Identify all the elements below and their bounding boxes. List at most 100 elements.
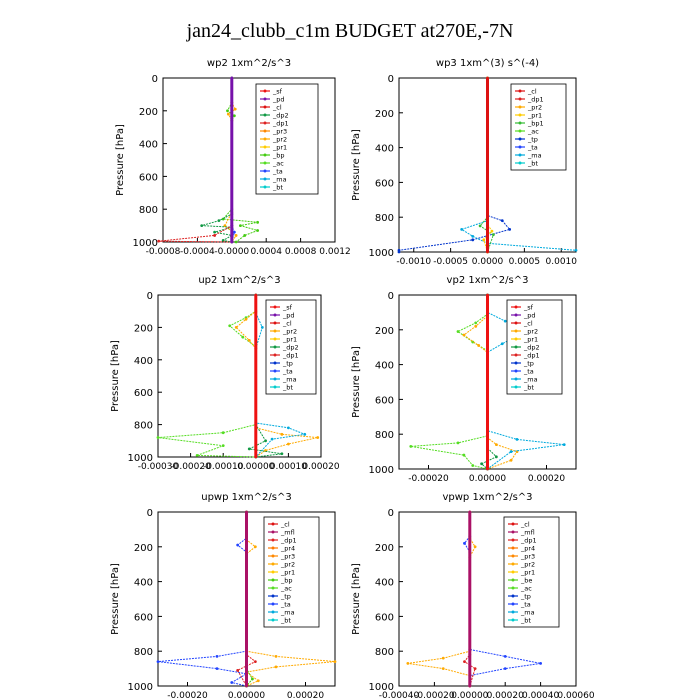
- series-point: [473, 667, 477, 670]
- legend-entry: _tp: [520, 593, 531, 601]
- legend-marker: [518, 153, 522, 157]
- x-tick-label: -0.0010: [396, 257, 431, 267]
- legend-entry: _dp1: [527, 96, 544, 104]
- series-point: [406, 661, 410, 665]
- series-line: [463, 295, 518, 470]
- legend-entry: _pr4: [280, 545, 295, 553]
- series-point: [490, 229, 494, 233]
- legend-entry: _ta: [272, 168, 283, 176]
- x-tick-label: 0.00040: [522, 691, 559, 700]
- legend-marker: [263, 129, 267, 133]
- series-point: [221, 238, 225, 242]
- legend-marker: [518, 129, 522, 133]
- y-tick-label: 600: [375, 395, 394, 406]
- series-point: [195, 453, 199, 457]
- series-point: [397, 250, 401, 254]
- y-tick-label: 600: [134, 388, 153, 399]
- legend-entry: _ma: [523, 376, 538, 384]
- series-point: [303, 432, 307, 436]
- series-point: [462, 453, 466, 457]
- y-tick-label: 0: [388, 291, 394, 302]
- series-line: [463, 512, 541, 686]
- x-tick-label: -0.00020: [167, 691, 208, 700]
- x-tick-label: -0.0005: [433, 257, 468, 267]
- legend-entry: _ta: [282, 368, 293, 376]
- series-point: [223, 224, 227, 228]
- series-point: [251, 677, 254, 681]
- y-axis-label: Pressure [hPa]: [115, 124, 126, 196]
- series-point: [539, 661, 542, 665]
- legend-entry: _pr2: [282, 328, 297, 336]
- chart-title: up2 1xm^2/s^3: [198, 275, 280, 286]
- legend-entry: _pr3: [272, 128, 287, 136]
- series-point: [480, 462, 483, 466]
- legend-marker: [263, 113, 267, 117]
- legend-marker: [271, 554, 275, 558]
- plot-frame: [157, 294, 322, 458]
- series-point: [244, 317, 248, 321]
- series-point: [441, 667, 445, 670]
- series-point: [236, 668, 240, 672]
- series-point: [287, 442, 290, 446]
- x-tick-label: 0.0000: [472, 257, 504, 267]
- legend-marker: [514, 337, 518, 341]
- legend-marker: [263, 177, 267, 181]
- y-tick-label: 600: [375, 178, 394, 189]
- y-tick-label: 0: [147, 508, 153, 519]
- y-tick-label: 800: [375, 647, 394, 658]
- y-tick-label: 800: [375, 430, 394, 441]
- y-tick-label: 1000: [369, 465, 394, 476]
- legend-marker: [514, 361, 518, 365]
- legend-marker: [273, 321, 277, 325]
- series-point: [478, 224, 482, 228]
- legend-marker: [263, 185, 267, 189]
- legend-entry: _ma: [282, 376, 297, 384]
- legend-marker: [273, 337, 277, 341]
- legend-entry: _cl: [272, 104, 282, 112]
- y-tick-label: 200: [134, 323, 153, 334]
- y-tick-label: 1000: [369, 682, 394, 693]
- series-point: [260, 326, 264, 329]
- series-point: [241, 335, 245, 339]
- legend-entry: _ma: [520, 609, 535, 617]
- chart-panel: wp2 1xm^2/s^3 Pressure [hPa] 0 200 400 600 800…: [115, 58, 351, 257]
- legend-entry: _bp1: [527, 120, 544, 128]
- legend-marker: [271, 570, 275, 574]
- legend-entry: _bt: [272, 184, 283, 192]
- series-point: [228, 324, 232, 328]
- x-tick-label: 0.00020: [487, 691, 524, 700]
- series-point: [215, 655, 219, 658]
- series-point: [247, 447, 251, 451]
- legend-marker: [271, 594, 275, 598]
- legend-marker: [273, 305, 277, 309]
- x-tick-label: 0.00000: [237, 462, 274, 472]
- y-axis-label: Pressure [hPa]: [110, 340, 121, 412]
- legend-entry: _pr1: [272, 144, 287, 152]
- chart-panel: up2 1xm^2/s^3 Pressure [hPa] 0 200 400 600 800…: [110, 275, 340, 472]
- series-point: [477, 344, 481, 347]
- legend-entry: _ac: [527, 128, 539, 136]
- series-point: [156, 436, 160, 439]
- legend-entry: _ac: [280, 585, 292, 593]
- series-point: [462, 333, 466, 337]
- legend-marker: [511, 562, 515, 566]
- series-point: [280, 432, 284, 436]
- y-axis-label: Pressure [hPa]: [351, 129, 362, 201]
- legend-marker: [511, 522, 515, 526]
- series-point: [492, 233, 495, 237]
- y-tick-label: 1000: [128, 682, 153, 693]
- legend-entry: _pd: [282, 312, 295, 320]
- legend-entry: _tp: [282, 360, 293, 368]
- y-tick-label: 800: [139, 205, 158, 216]
- series-point: [217, 219, 221, 223]
- legend-marker: [273, 345, 277, 349]
- x-tick-label: 0.00000: [469, 474, 506, 484]
- y-tick-label: 200: [375, 326, 394, 337]
- legend-entry: _cl: [527, 88, 537, 96]
- y-tick-label: 200: [375, 109, 394, 120]
- series-point: [270, 437, 274, 441]
- legend-marker: [518, 97, 522, 101]
- legend-entry: _mfl: [280, 529, 295, 537]
- legend-entry: _sf: [272, 88, 283, 96]
- series-line: [398, 78, 511, 252]
